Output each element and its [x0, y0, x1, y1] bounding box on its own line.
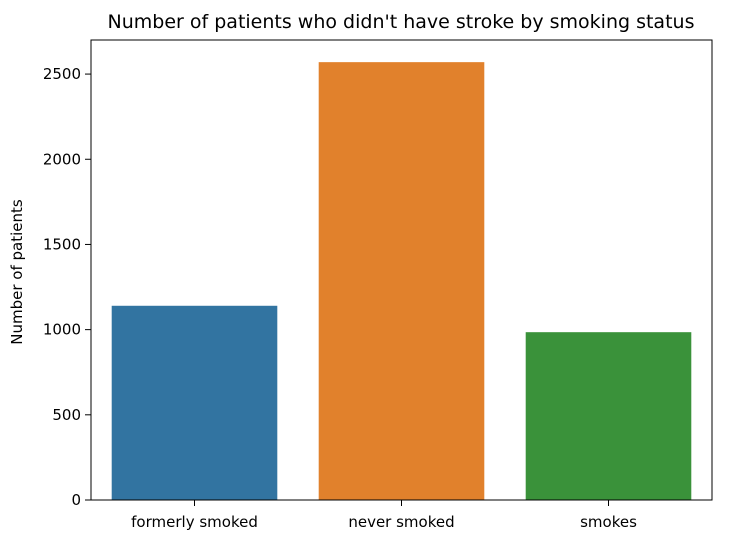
- y-tick-label: 0: [71, 491, 81, 509]
- plot-area: 0 500 1000 1500 2000 2500 formerly smoked never…: [43, 39, 713, 531]
- y-tick-label: 1500: [43, 235, 81, 253]
- bar-never-smoked: [318, 62, 485, 501]
- x-tick-label: smokes: [580, 513, 637, 531]
- x-tick-label: never smoked: [348, 513, 454, 531]
- y-tick-label: 2000: [43, 150, 81, 168]
- x-tick-label: formerly smoked: [131, 513, 258, 531]
- chart-title: Number of patients who didn't have strok…: [108, 11, 695, 33]
- bar-formerly-smoked: [111, 305, 278, 500]
- y-tick-label: 1000: [43, 321, 81, 339]
- y-tick-label: 2500: [43, 65, 81, 83]
- y-tick-label: 500: [52, 406, 81, 424]
- bar-smokes: [525, 332, 692, 500]
- y-axis-label: Number of patients: [8, 199, 26, 345]
